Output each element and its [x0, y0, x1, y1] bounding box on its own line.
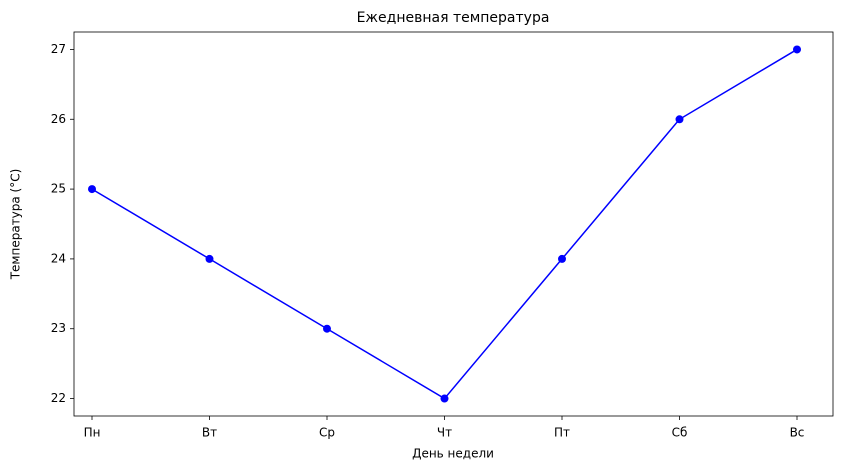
- x-tick-label: Пт: [554, 426, 570, 440]
- x-tick-label: Чт: [437, 426, 452, 440]
- y-tick-label: 26: [51, 112, 66, 126]
- x-tick-label: Вс: [790, 426, 805, 440]
- marker: [88, 185, 96, 194]
- marker: [675, 115, 684, 124]
- x-tick-label: Вт: [202, 426, 217, 440]
- marker: [558, 254, 566, 263]
- y-tick-label: 24: [51, 251, 66, 265]
- x-axis-label: День недели: [412, 447, 494, 461]
- x-tick-label: Сб: [672, 426, 688, 440]
- marker: [440, 394, 449, 403]
- marker: [205, 254, 214, 263]
- y-tick-label: 23: [51, 321, 66, 335]
- x-tick-label: Пн: [84, 426, 101, 440]
- chart-title: Ежедневная температура: [357, 10, 550, 26]
- y-tick-label: 25: [51, 182, 66, 196]
- y-tick-label: 22: [51, 391, 66, 405]
- y-axis-label: Температура (°C): [9, 169, 23, 281]
- x-tick-label: Ср: [319, 426, 335, 440]
- y-tick-label: 27: [51, 42, 66, 56]
- line: [91, 48, 798, 400]
- marker: [793, 45, 801, 54]
- marker: [323, 324, 331, 333]
- plot-frame: [73, 31, 834, 417]
